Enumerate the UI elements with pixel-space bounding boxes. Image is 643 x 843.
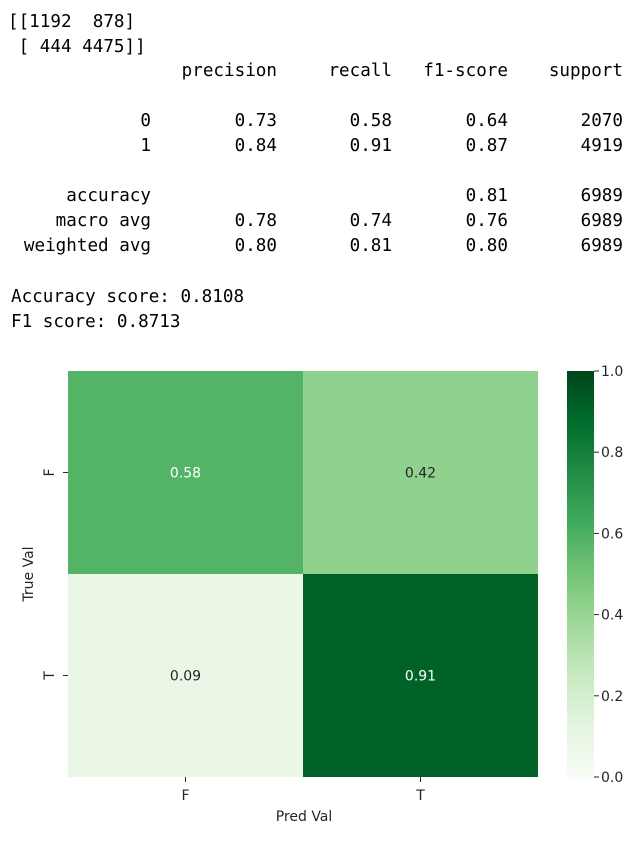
row-label: 0 <box>140 111 151 131</box>
header-recall: recall <box>328 61 392 81</box>
row-f1: 0.64 <box>465 111 508 131</box>
x-axis-label: Pred Val <box>276 809 333 825</box>
row-f1: 0.76 <box>465 211 508 231</box>
row-f1: 0.80 <box>465 236 508 256</box>
row-f1: 0.87 <box>465 136 508 156</box>
confusion-matrix-heatmap: 0.58 0.42 0.09 0.91 F T F T 0.0 0.2 0.4 0.6 0.8 1.0… <box>21 364 623 825</box>
row-recall: 0.81 <box>349 236 392 256</box>
colorbar-tick-label: 0.2 <box>601 689 623 705</box>
colorbar <box>567 371 594 777</box>
cell-value-label: 0.09 <box>170 669 201 685</box>
row-precision: 0.73 <box>234 111 277 131</box>
row-recall: 0.91 <box>349 136 392 156</box>
heatmap-cells <box>68 371 538 777</box>
row-precision: 0.80 <box>234 236 277 256</box>
y-tick-label: F <box>42 468 58 476</box>
heatmap-cell <box>68 574 303 777</box>
colorbar-tick-label: 0.0 <box>601 770 623 786</box>
row-f1: 0.81 <box>465 186 508 206</box>
colorbar-tick-label: 0.8 <box>601 445 623 461</box>
header-support: support <box>548 61 623 81</box>
cell-value-label: 0.91 <box>405 669 436 685</box>
row-recall: 0.74 <box>349 211 392 231</box>
x-tick-label: F <box>181 788 189 804</box>
row-label: macro avg <box>55 211 151 231</box>
row-label: weighted avg <box>23 236 151 256</box>
colorbar-ticks: 0.0 0.2 0.4 0.6 0.8 1.0 <box>594 364 623 786</box>
confusion-matrix-line-2: [ 444 4475]] <box>8 37 146 57</box>
heatmap-axes: F T F T <box>42 468 425 804</box>
row-support: 6989 <box>580 236 623 256</box>
cell-value-label: 0.58 <box>170 466 201 482</box>
y-tick-label: T <box>42 671 58 681</box>
x-tick-label: T <box>415 788 425 804</box>
heatmap-cell <box>303 371 538 574</box>
f1-score-line: F1 score: 0.8713 <box>11 312 181 332</box>
row-recall: 0.58 <box>349 111 392 131</box>
row-label: 1 <box>140 136 151 156</box>
row-support: 6989 <box>580 186 623 206</box>
header-f1-score: f1-score <box>423 61 508 81</box>
heatmap-cell <box>68 371 303 574</box>
heatmap-cell <box>303 574 538 777</box>
colorbar-tick-label: 1.0 <box>601 364 623 380</box>
y-axis-label: True Val <box>21 546 37 602</box>
colorbar-tick-label: 0.4 <box>601 608 623 624</box>
header-precision: precision <box>181 61 277 81</box>
heatmap-cell-labels: 0.58 0.42 0.09 0.91 <box>170 466 436 685</box>
row-support: 4919 <box>580 136 623 156</box>
confusion-matrix-line-1: [[1192 878] <box>8 12 136 32</box>
accuracy-score-line: Accuracy score: 0.8108 <box>11 287 245 307</box>
row-support: 6989 <box>580 211 623 231</box>
row-precision: 0.84 <box>234 136 277 156</box>
cell-value-label: 0.42 <box>405 466 436 482</box>
row-support: 2070 <box>580 111 623 131</box>
colorbar-tick-label: 0.6 <box>601 526 623 542</box>
row-label: accuracy <box>66 186 151 206</box>
row-precision: 0.78 <box>234 211 277 231</box>
